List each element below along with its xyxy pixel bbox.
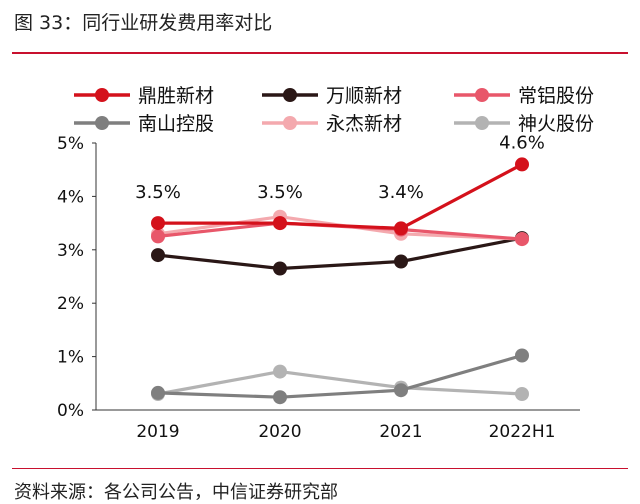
- legend-swatch-marker: [95, 88, 109, 102]
- line-chart: 0% 1% 2% 3% 4% 5% 2019 2020 2021 2022H1 3.5% 3.5% 3.…: [57, 85, 594, 442]
- legend-label: 常铝股份: [518, 85, 594, 107]
- data-label: 3.4%: [378, 182, 424, 203]
- data-label: 4.6%: [499, 132, 545, 153]
- y-tick-label: 1%: [57, 348, 84, 368]
- source-divider: [12, 468, 628, 469]
- legend-label: 神火股份: [518, 113, 594, 135]
- data-point: [151, 216, 165, 231]
- legend-label: 南山控股: [138, 113, 214, 135]
- legend-swatch-marker: [475, 88, 489, 102]
- legend-label: 万顺新材: [326, 85, 402, 107]
- title-divider: [12, 52, 628, 54]
- data-label: 3.5%: [135, 182, 181, 203]
- data-point: [273, 261, 287, 276]
- y-tick-label: 3%: [57, 241, 84, 261]
- data-point: [515, 157, 529, 172]
- legend-label: 永杰新材: [326, 113, 402, 135]
- data-point: [394, 383, 408, 398]
- data-point: [273, 216, 287, 231]
- data-point: [394, 221, 408, 236]
- series-line: [157, 370, 523, 396]
- data-point: [273, 390, 287, 405]
- data-point: [515, 348, 529, 363]
- x-tick-label: 2022H1: [489, 422, 556, 442]
- y-tick-label: 0%: [57, 401, 84, 421]
- x-tick-label: 2020: [258, 422, 301, 442]
- data-point: [394, 254, 408, 269]
- data-point: [151, 229, 165, 244]
- data-point: [273, 364, 287, 379]
- series-line: [157, 353, 523, 399]
- legend-label: 鼎胜新材: [138, 85, 214, 107]
- y-tick-label: 5%: [57, 134, 84, 154]
- data-point: [515, 387, 529, 401]
- y-tick-label: 4%: [57, 187, 84, 207]
- source-note: 资料来源：各公司公告，中信证券研究部: [14, 482, 338, 503]
- figure-title: 图 33：同行业研发费用率对比: [14, 12, 273, 34]
- x-tick-label: 2019: [136, 422, 179, 442]
- legend-swatch-marker: [475, 116, 489, 130]
- data-point: [515, 232, 529, 247]
- series-line: [157, 236, 523, 271]
- x-tick-label: 2021: [379, 422, 422, 442]
- data-point: [151, 248, 165, 263]
- y-tick-label: 2%: [57, 294, 84, 314]
- legend-swatch-marker: [95, 116, 109, 130]
- legend-swatch-marker: [283, 116, 297, 130]
- data-label: 3.5%: [257, 182, 303, 203]
- series-line: [158, 162, 523, 230]
- legend-swatch-marker: [283, 88, 297, 102]
- data-point: [151, 385, 165, 400]
